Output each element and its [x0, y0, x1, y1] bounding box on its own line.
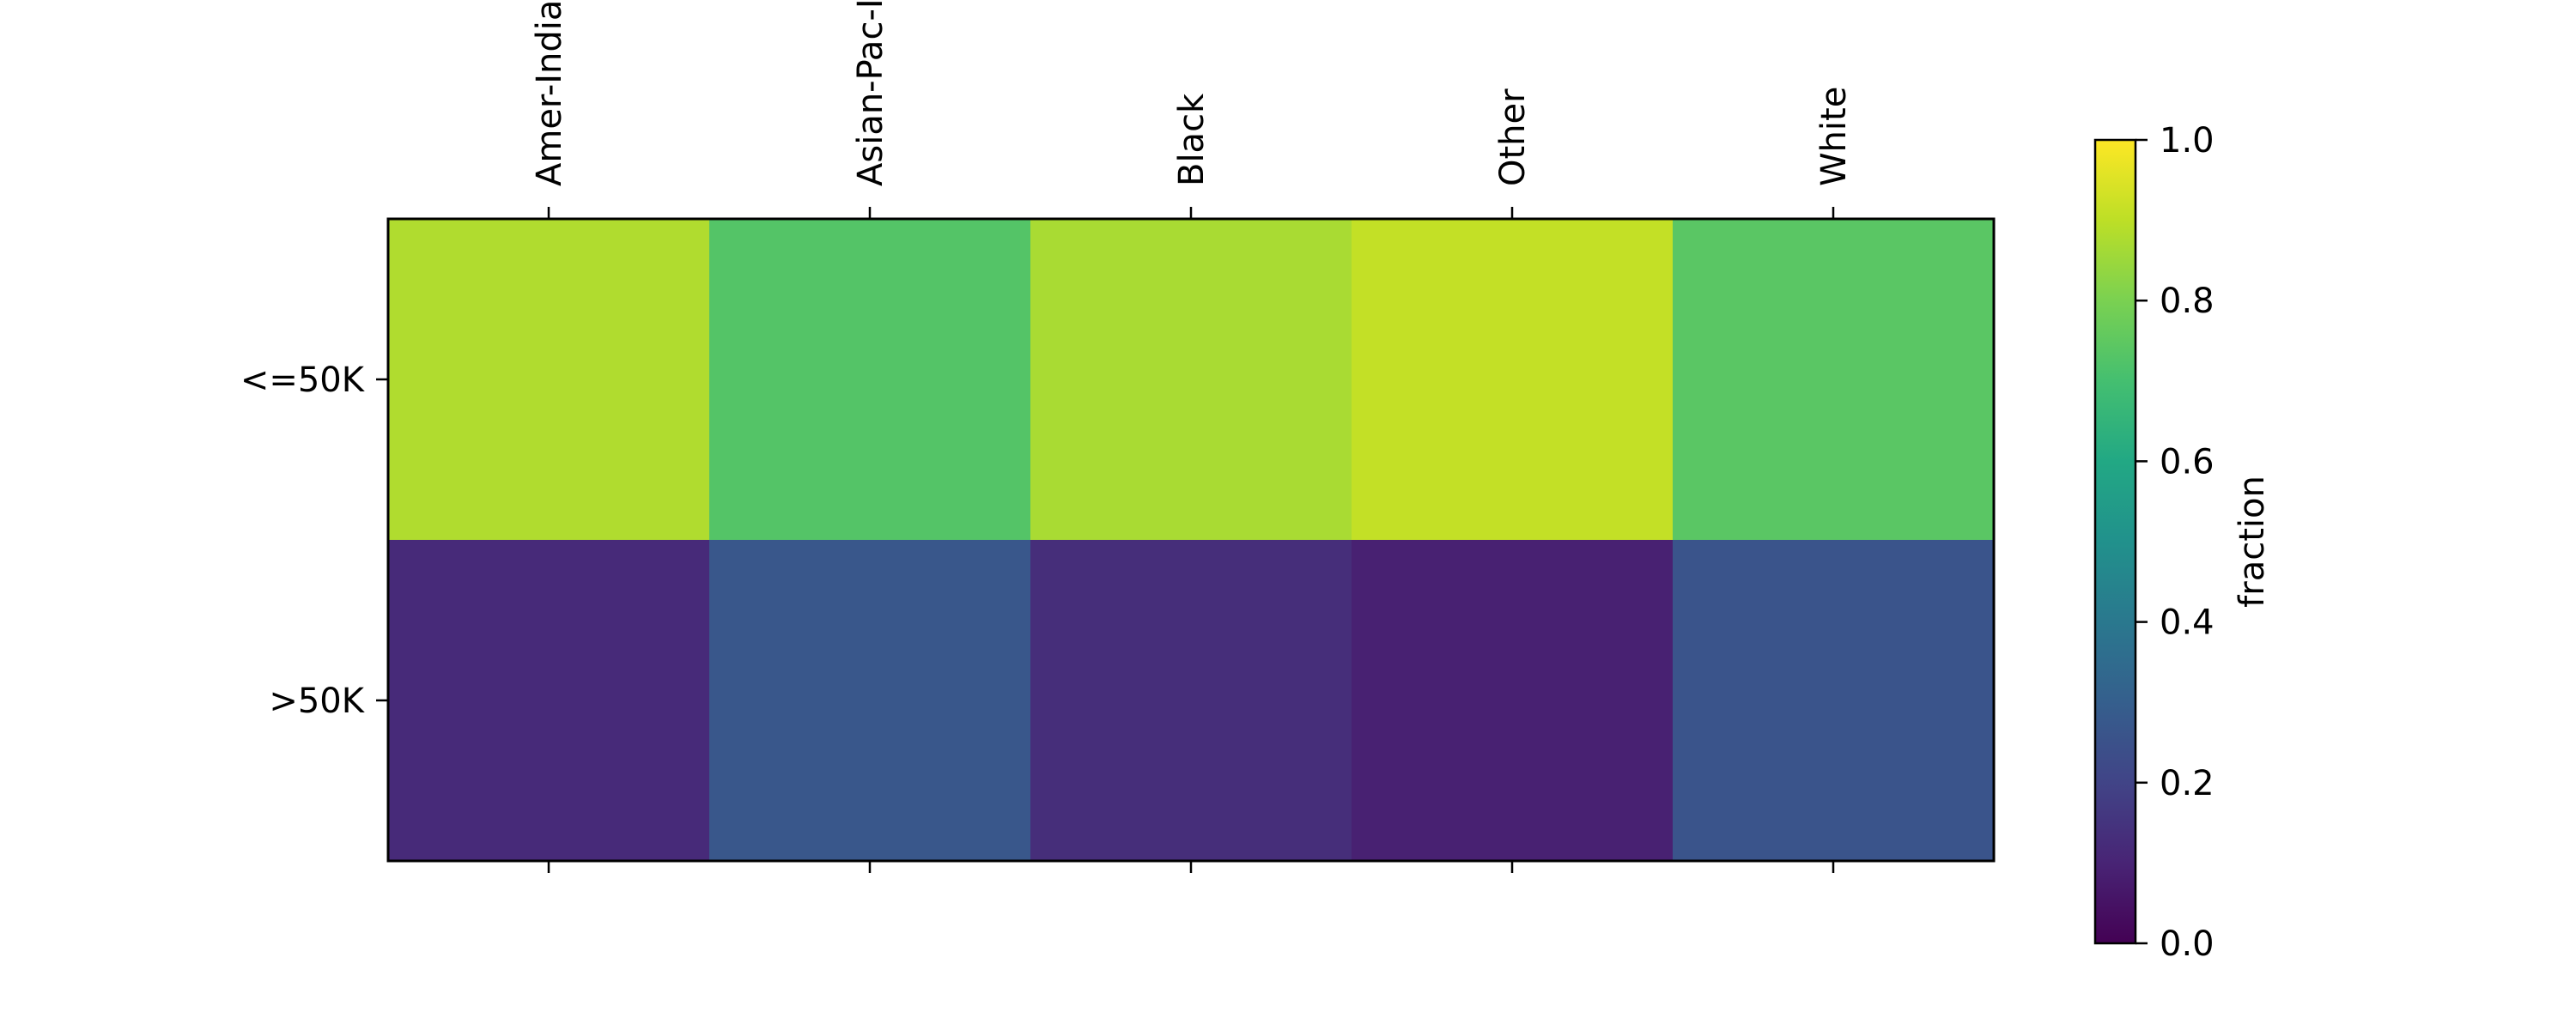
heatmap-cell — [1673, 219, 1995, 541]
colorbar-tick-label: 0.4 — [2160, 603, 2215, 643]
heatmap-cell — [1030, 540, 1352, 862]
x-tick-label: White — [1814, 87, 1854, 186]
colorbar-tick-label: 0.0 — [2160, 924, 2215, 964]
colorbar-ticks: 0.0 0.2 0.4 0.6 0.8 1.0 — [2136, 121, 2215, 964]
colorbar-label: fraction — [2233, 476, 2272, 608]
heatmap-cell — [388, 219, 710, 541]
heatmap-cell — [709, 219, 1031, 541]
heatmap-cell — [1673, 540, 1995, 862]
heatmap-cell — [709, 540, 1031, 862]
colorbar-tick-label: 1.0 — [2160, 121, 2215, 161]
x-axis-top-ticks: Amer-Indian-Eskimo Asian-Pac-Islander Blac… — [530, 0, 1854, 219]
x-tick-label: Asian-Pac-Islander — [851, 0, 890, 186]
y-tick-label: <=50K — [240, 360, 366, 400]
y-axis-ticks: <=50K >50K — [240, 360, 388, 721]
heatmap-cell — [388, 540, 710, 862]
heatmap-cell — [1352, 219, 1674, 541]
colorbar-tick-label: 0.2 — [2160, 764, 2215, 803]
x-tick-label: Amer-Indian-Eskimo — [530, 0, 569, 186]
x-tick-label: Black — [1172, 93, 1212, 186]
y-tick-label: >50K — [269, 682, 365, 721]
heatmap-cell — [1030, 219, 1352, 541]
heatmap-cell — [1352, 540, 1674, 862]
x-tick-label: Other — [1493, 88, 1533, 186]
heatmap-cells — [388, 219, 1995, 862]
colorbar-tick-label: 0.6 — [2160, 442, 2215, 482]
x-axis-bottom-ticks — [547, 861, 1835, 873]
colorbar-tick-label: 0.8 — [2160, 282, 2215, 321]
colorbar — [2093, 138, 2137, 945]
